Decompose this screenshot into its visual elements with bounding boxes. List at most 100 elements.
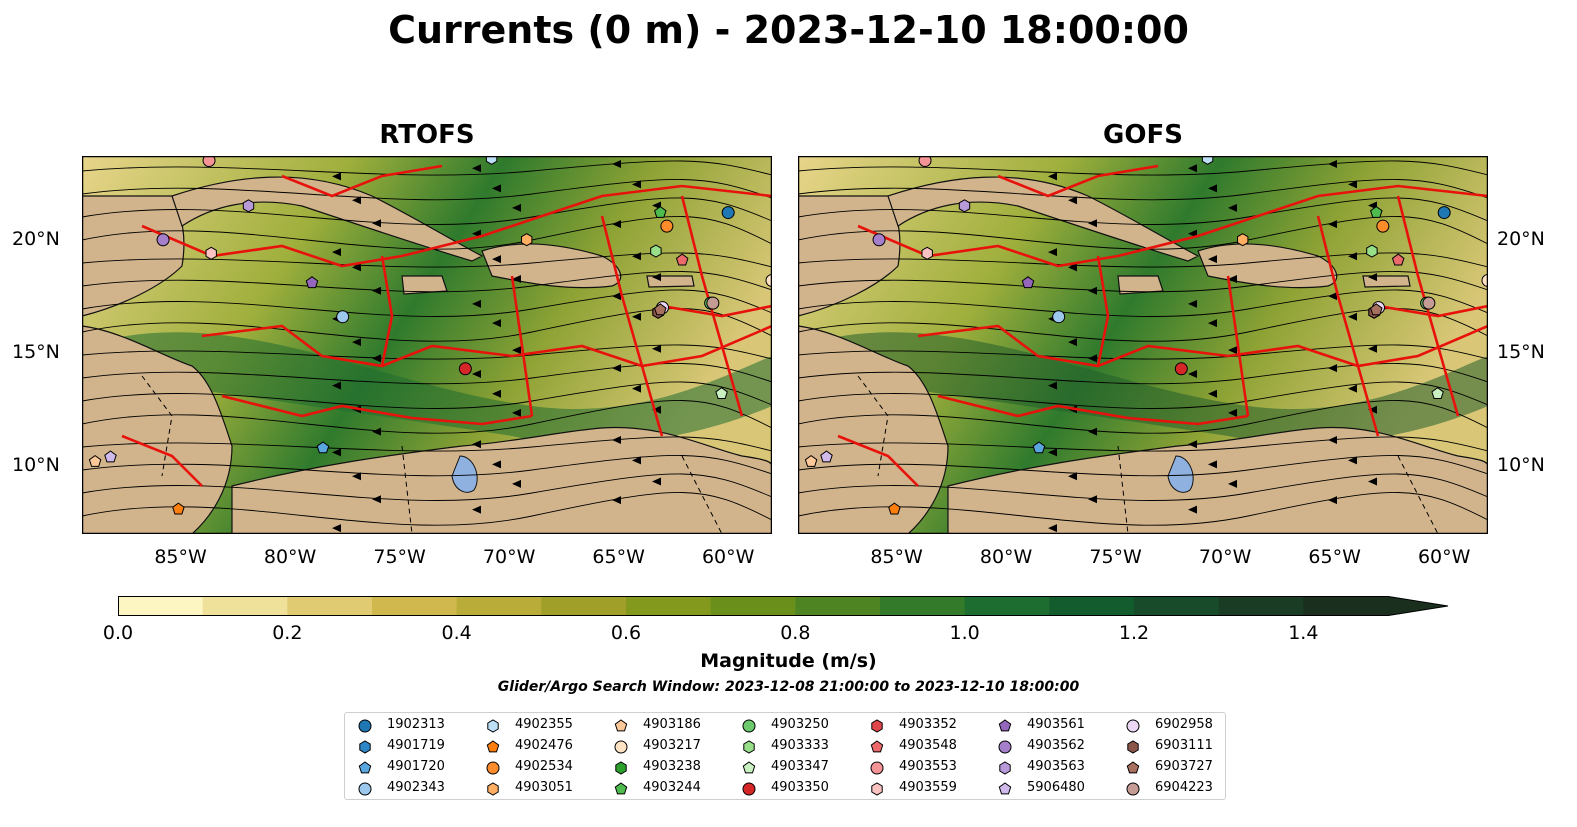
flow-arrow	[512, 203, 521, 212]
flow-arrow	[512, 346, 521, 355]
streamline	[798, 197, 1488, 225]
eez-boundary	[997, 164, 1159, 198]
panel-title-rtofs: RTOFS	[379, 120, 475, 150]
map-frame	[798, 156, 1488, 534]
flow-arrow	[1048, 248, 1057, 257]
flow-arrow	[1188, 164, 1197, 173]
country-border	[141, 375, 173, 477]
legend-label: 4902343	[387, 780, 445, 795]
legend-marker-icon	[871, 782, 883, 796]
colorbar-tick-label: 1.2	[1118, 622, 1150, 644]
float-marker-4903561	[305, 276, 319, 289]
eez-boundary	[857, 184, 1488, 268]
eez-boundary	[1377, 304, 1488, 318]
streamline	[82, 252, 772, 268]
eez-boundary	[600, 215, 664, 437]
legend-label: 4903352	[899, 717, 957, 732]
float-marker-1902313	[721, 206, 735, 220]
flow-arrow	[332, 381, 341, 390]
lake-maracaibo	[1167, 455, 1194, 493]
flow-arrow	[1088, 427, 1097, 436]
flow-arrow	[1208, 460, 1217, 469]
flow-arrow	[1348, 252, 1357, 261]
legend-marker-icon	[870, 761, 884, 775]
colorbar	[118, 596, 1449, 616]
legend-marker-icon	[1126, 761, 1140, 774]
float-marker-4902476	[888, 502, 901, 515]
flow-arrow	[612, 220, 621, 229]
flow-arrow	[1048, 524, 1057, 533]
float-marker-4903217	[1481, 273, 1488, 287]
legend-label: 4903548	[899, 738, 957, 753]
south-america-land	[947, 426, 1488, 534]
flow-arrow	[512, 408, 521, 417]
jamaica-land	[401, 275, 448, 295]
float-marker-5906480	[104, 450, 117, 463]
legend-marker-icon	[998, 782, 1012, 795]
flow-arrow	[1188, 299, 1197, 308]
streamline	[82, 400, 772, 434]
flow-arrow	[352, 472, 361, 481]
float-marker-4902355	[485, 156, 498, 165]
y-tick-label-right: 20°N	[1497, 227, 1545, 250]
legend-marker-icon	[486, 740, 500, 753]
country-border	[1397, 455, 1439, 534]
flow-arrow	[612, 496, 621, 505]
flow-arrow	[332, 448, 341, 457]
country-border	[681, 455, 723, 534]
legend-label: 4903347	[771, 759, 829, 774]
colorbar-tick-label: 0.6	[610, 622, 642, 644]
x-tick-label: 85°W	[154, 546, 207, 568]
colorbar-tick-label: 1.4	[1288, 622, 1319, 644]
eez-boundary	[1316, 215, 1380, 437]
colorbar-segment	[1218, 596, 1304, 616]
flow-arrow	[652, 273, 661, 282]
eez-boundary	[837, 434, 919, 487]
flow-arrow	[1048, 381, 1057, 390]
flow-arrow	[1348, 312, 1357, 321]
flow-arrow	[512, 479, 521, 488]
colorbar-segment	[287, 596, 373, 616]
flow-arrow	[612, 364, 621, 373]
legend-label: 4901720	[387, 759, 445, 774]
flow-arrow	[1368, 273, 1377, 282]
legend-label: 5906480	[1027, 780, 1085, 795]
flow-arrow	[1228, 203, 1237, 212]
x-tick-label: 80°W	[979, 546, 1033, 568]
colorbar-outline	[118, 596, 1449, 616]
colorbar-segment	[710, 596, 796, 616]
flow-arrow	[1048, 448, 1057, 457]
float-marker-4903350	[458, 362, 472, 376]
legend-marker-icon	[742, 719, 756, 733]
colorbar-segment	[795, 596, 881, 616]
streamline	[798, 344, 1488, 360]
x-tick-label: 60°W	[1417, 546, 1471, 568]
colorbar-segment	[456, 596, 542, 616]
flow-arrow	[352, 338, 361, 347]
float-marker-4903333	[650, 244, 662, 258]
colorbar-label: Magnitude (m/s)	[700, 650, 877, 672]
flow-arrow	[1068, 263, 1077, 272]
legend-label: 4903563	[1027, 759, 1085, 774]
float-marker-4902343	[1052, 310, 1066, 324]
legend-label: 4903333	[771, 738, 829, 753]
legend-label: 4903250	[771, 717, 829, 732]
legend-label: 4903244	[643, 780, 701, 795]
legend-marker-icon	[487, 782, 499, 796]
flow-arrow	[1348, 384, 1357, 393]
streamline	[798, 252, 1488, 268]
y-tick-label-left: 15°N	[12, 340, 60, 363]
legend-marker-icon	[614, 740, 628, 754]
legend-marker-icon	[999, 761, 1011, 775]
flow-arrow	[1188, 370, 1197, 379]
y-tick-label-right: 10°N	[1497, 454, 1545, 477]
legend-label: 4903562	[1027, 738, 1085, 753]
flow-arrow	[1188, 505, 1197, 514]
eez-boundary	[141, 184, 772, 268]
streamline	[82, 308, 772, 342]
flow-arrow	[632, 384, 641, 393]
flow-arrow	[1228, 346, 1237, 355]
legend-marker-icon	[743, 740, 755, 754]
streamline	[82, 492, 772, 526]
float-marker-4903562	[872, 233, 886, 247]
